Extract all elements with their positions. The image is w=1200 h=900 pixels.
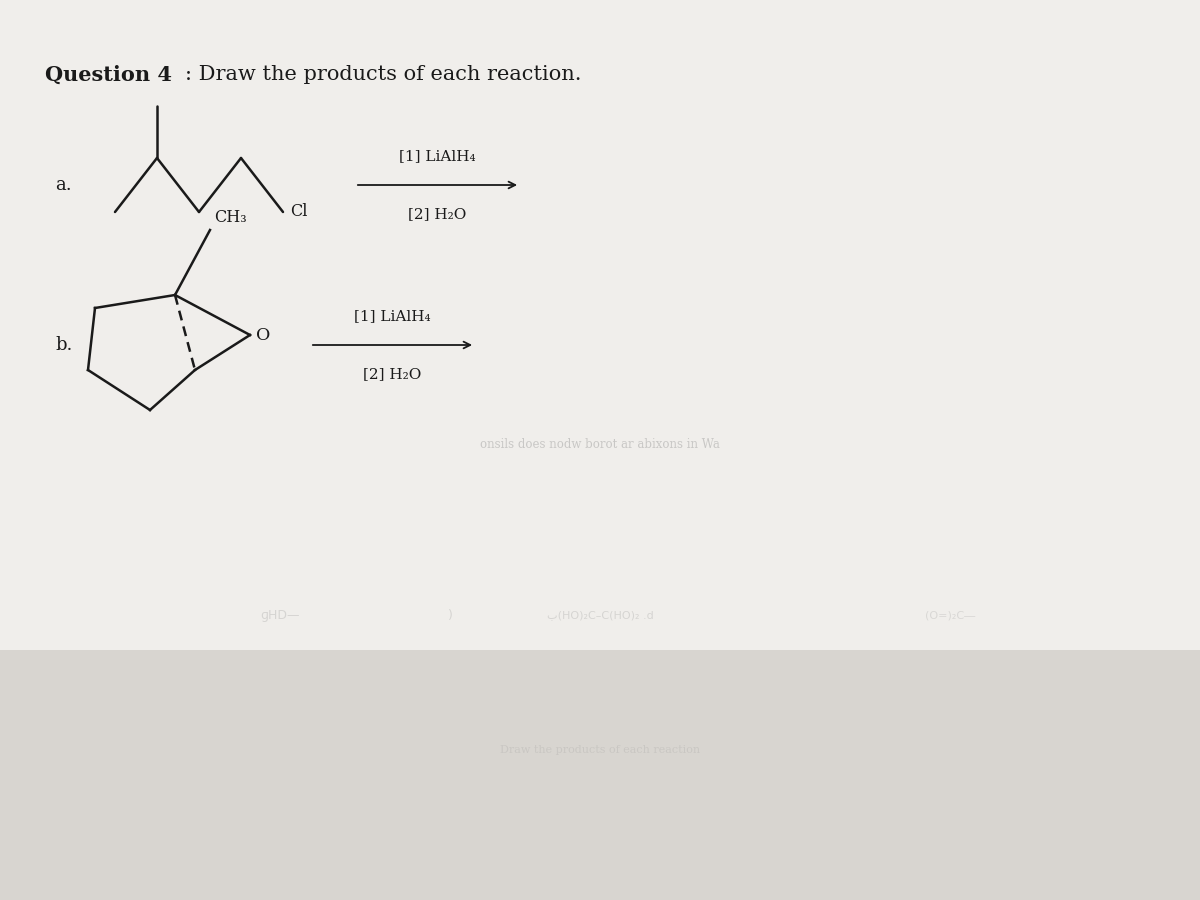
Text: Draw the products of each reaction: Draw the products of each reaction (500, 745, 700, 755)
Text: Question 4: Question 4 (46, 65, 172, 85)
Text: [2] H₂O: [2] H₂O (364, 367, 421, 381)
Text: onsils does nodw borot ar abixons in Wa: onsils does nodw borot ar abixons in Wa (480, 438, 720, 452)
Text: [1] LiAlH₄: [1] LiAlH₄ (354, 309, 431, 323)
Text: Cl: Cl (290, 203, 307, 220)
Text: a.: a. (55, 176, 72, 194)
Text: O: O (256, 327, 270, 344)
Text: ب(HO)₂C–C(HO)₂ .d: ب(HO)₂C–C(HO)₂ .d (547, 610, 653, 620)
Text: [1] LiAlH₄: [1] LiAlH₄ (400, 149, 476, 163)
Text: (O=)₂C―: (O=)₂C― (925, 610, 976, 620)
Text: [2] H₂O: [2] H₂O (408, 207, 467, 221)
Text: : Draw the products of each reaction.: : Draw the products of each reaction. (185, 65, 582, 84)
Text: b.: b. (55, 336, 72, 354)
Text: CH₃: CH₃ (214, 209, 247, 226)
Bar (0, 0, 1200, 650)
Text: ɡHD—: ɡHD— (260, 608, 300, 622)
Text: ): ) (448, 608, 452, 622)
